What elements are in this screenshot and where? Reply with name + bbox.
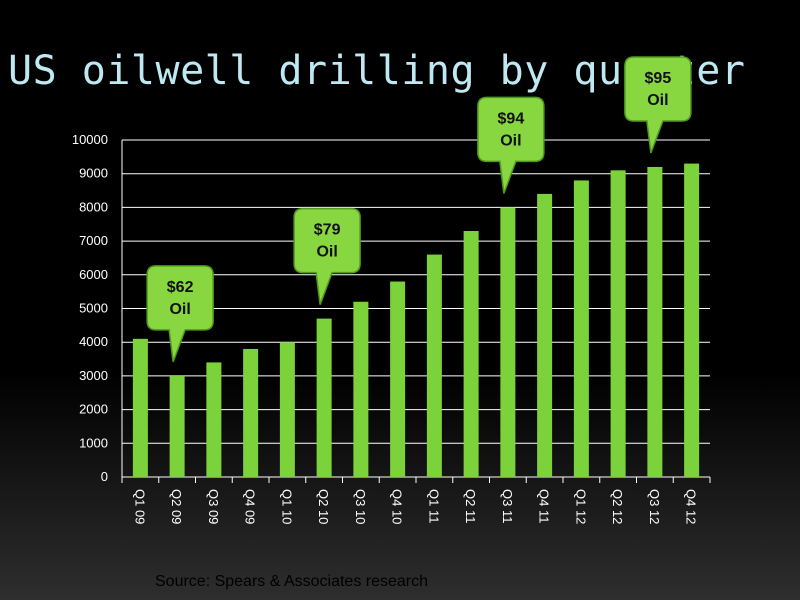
x-tick-label: Q2 11 (463, 489, 478, 523)
bar (243, 348, 259, 477)
x-tick-label: Q1 12 (573, 489, 588, 524)
price-callout (146, 265, 214, 363)
y-tick-label: 3000 (79, 368, 108, 383)
y-tick-label: 7000 (79, 233, 108, 248)
x-tick-label: Q1 09 (132, 489, 147, 524)
y-tick-label: 2000 (79, 402, 108, 417)
x-tick-label: Q1 11 (426, 489, 441, 523)
bar (684, 163, 700, 477)
bar (537, 193, 553, 478)
y-tick-label: 6000 (79, 267, 108, 282)
bar (169, 375, 185, 477)
x-tick-label: Q3 09 (206, 489, 221, 524)
bar (279, 342, 295, 477)
x-tick-label: Q3 10 (353, 489, 368, 524)
x-tick-label: Q2 12 (610, 489, 625, 524)
x-tick-label: Q2 09 (169, 489, 184, 524)
bar (500, 207, 516, 477)
bar (206, 362, 222, 477)
source-note: Source: Spears & Associates research (155, 573, 429, 590)
x-tick-label: Q4 12 (684, 489, 699, 524)
y-tick-label: 10000 (72, 132, 108, 147)
x-tick-label: Q2 10 (316, 489, 331, 524)
y-tick-label: 4000 (79, 334, 108, 349)
callout-oil-label: Oil (316, 244, 337, 261)
bar (132, 338, 148, 477)
y-tick-label: 8000 (79, 199, 108, 214)
bar (647, 166, 663, 477)
bar (390, 281, 406, 477)
callout-price-label: $62 (167, 279, 194, 296)
bar (353, 301, 369, 477)
callout-price-label: $95 (645, 70, 672, 87)
x-tick-label: Q1 10 (279, 489, 294, 524)
x-tick-label: Q4 10 (390, 489, 405, 524)
callout-oil-label: Oil (500, 132, 521, 149)
price-callout (624, 56, 692, 154)
bar (610, 170, 626, 477)
y-tick-label: 5000 (79, 301, 108, 316)
bar (463, 230, 479, 477)
x-tick-label: Q4 11 (537, 489, 552, 523)
callout-oil-label: Oil (169, 301, 190, 318)
callout-price-label: $94 (498, 110, 525, 127)
price-callout (293, 207, 361, 305)
bar (573, 180, 589, 477)
y-tick-label: 0 (101, 469, 108, 484)
x-tick-label: Q3 11 (500, 489, 515, 523)
callout-oil-label: Oil (647, 92, 668, 109)
x-tick-label: Q4 09 (243, 489, 258, 524)
callout-price-label: $79 (314, 222, 341, 239)
y-tick-label: 1000 (79, 435, 108, 450)
page-title: US oilwell drilling by quarter (8, 48, 746, 94)
bar (426, 254, 442, 477)
x-tick-label: Q3 12 (647, 489, 662, 524)
bar (316, 318, 332, 477)
y-tick-label: 9000 (79, 166, 108, 181)
price-callout (477, 96, 545, 194)
